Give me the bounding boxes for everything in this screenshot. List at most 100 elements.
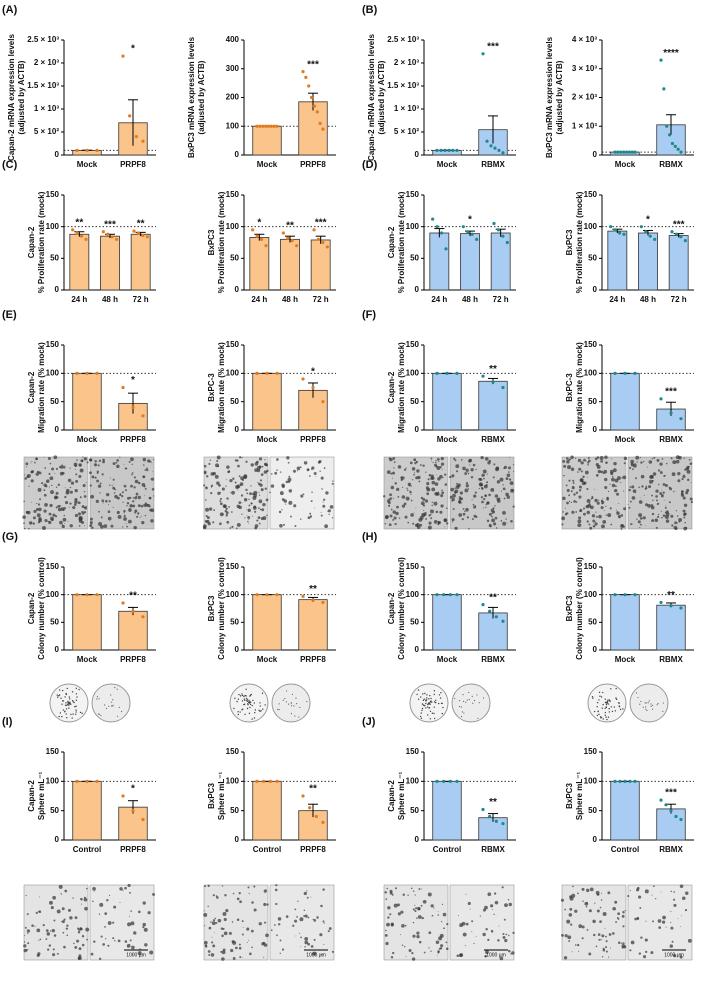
micrograph-speck (279, 491, 284, 496)
colony (597, 710, 599, 712)
micrograph-speck (74, 497, 78, 502)
micrograph-speck (56, 909, 61, 914)
micrograph-speck (389, 913, 392, 916)
micrograph-speck (664, 515, 669, 519)
micrograph-speck (266, 514, 268, 517)
micrograph-speck (313, 918, 317, 922)
colony (68, 703, 71, 705)
micrograph-speck (470, 468, 474, 472)
data-point (466, 230, 470, 234)
micrograph-speck (320, 511, 322, 513)
micrograph-speck (104, 912, 108, 915)
micrograph-speck (211, 941, 214, 944)
micrograph-speck (299, 932, 301, 934)
micrograph-speck (211, 936, 213, 938)
y-axis-label: Colony number (% control) (397, 557, 406, 660)
micrograph-speck (455, 470, 459, 473)
data-point (664, 803, 668, 807)
micrograph-speck (502, 487, 506, 491)
micrograph-speck (415, 907, 418, 910)
micrograph-speck (396, 903, 400, 907)
micrograph-speck (395, 511, 399, 516)
micrograph-speck (618, 503, 620, 505)
micrograph-speck (568, 500, 571, 502)
micrograph-speck (582, 900, 584, 903)
micrograph-speck (604, 927, 606, 929)
micrograph-speck (260, 473, 264, 476)
micrograph-speck (665, 505, 667, 507)
micrograph-speck (270, 929, 273, 932)
colony (651, 708, 654, 710)
micrograph-speck (680, 490, 684, 493)
colony (433, 717, 436, 720)
micrograph-speck (443, 526, 445, 528)
colony (108, 705, 110, 707)
micrograph-speck (685, 491, 689, 495)
micrograph-speck (670, 890, 672, 893)
micrograph-speck (28, 527, 30, 530)
data-point (85, 371, 89, 375)
micrograph-speck (86, 461, 89, 464)
scale-bar-label: 1000 µm (664, 952, 684, 958)
colony (249, 703, 252, 706)
micrograph-speck (495, 527, 498, 529)
micrograph-speck (281, 948, 285, 951)
micrograph-speck (47, 457, 51, 461)
micrograph-speck (208, 953, 211, 956)
data-point (442, 593, 446, 597)
micrograph-speck (578, 924, 583, 929)
micrograph-speck (85, 482, 87, 484)
micrograph-speck (682, 896, 686, 900)
micrograph-speck (67, 908, 71, 912)
micrograph-speck (582, 475, 585, 479)
micrograph-speck (670, 910, 672, 912)
x-tick-label: 48 h (102, 295, 118, 304)
micrograph-speck (410, 513, 414, 517)
micrograph-speck (101, 499, 105, 503)
micrograph-speck (622, 942, 625, 945)
micrograph-speck (287, 461, 290, 464)
micrograph-speck (258, 457, 263, 461)
y-tick-label: 200 (226, 93, 240, 102)
micrograph-speck (647, 503, 652, 508)
micrograph-speck (77, 931, 81, 934)
colony (295, 697, 297, 699)
colony (65, 708, 68, 710)
micrograph-speck (241, 502, 243, 504)
micrograph-speck (496, 497, 500, 501)
micrograph-speck (82, 484, 86, 488)
micrograph-speck (144, 495, 145, 497)
micrograph-speck (485, 494, 487, 497)
micrograph-speck (296, 466, 301, 471)
data-point (141, 414, 145, 418)
micrograph-speck (600, 892, 603, 894)
micrograph-speck (414, 523, 418, 527)
colony (598, 699, 600, 701)
colony (121, 710, 123, 713)
bar (72, 594, 102, 651)
micrograph-speck (134, 513, 136, 515)
micrograph-speck (79, 468, 84, 473)
colony (68, 707, 70, 709)
micrograph-speck (605, 940, 608, 943)
micrograph-speck (441, 491, 445, 495)
micrograph-speck (480, 496, 484, 499)
micrograph-speck (64, 465, 66, 467)
colony (299, 706, 301, 709)
micrograph-speck (677, 471, 681, 476)
data-point (255, 593, 259, 597)
micrograph-speck (60, 507, 65, 511)
y-axis-label: Colony number (% control) (217, 557, 226, 660)
micrograph (23, 884, 89, 961)
colony (635, 692, 638, 694)
micrograph-speck (409, 490, 412, 494)
micrograph-speck (600, 506, 604, 510)
micrograph-speck (39, 896, 41, 898)
micrograph-speck (585, 905, 588, 908)
y-tick-label: 50 (588, 397, 597, 406)
micrograph-speck (265, 933, 269, 938)
micrograph-speck (414, 461, 417, 465)
micrograph-speck (93, 463, 98, 467)
micrograph-speck (629, 486, 632, 488)
micrograph-speck (73, 462, 78, 467)
